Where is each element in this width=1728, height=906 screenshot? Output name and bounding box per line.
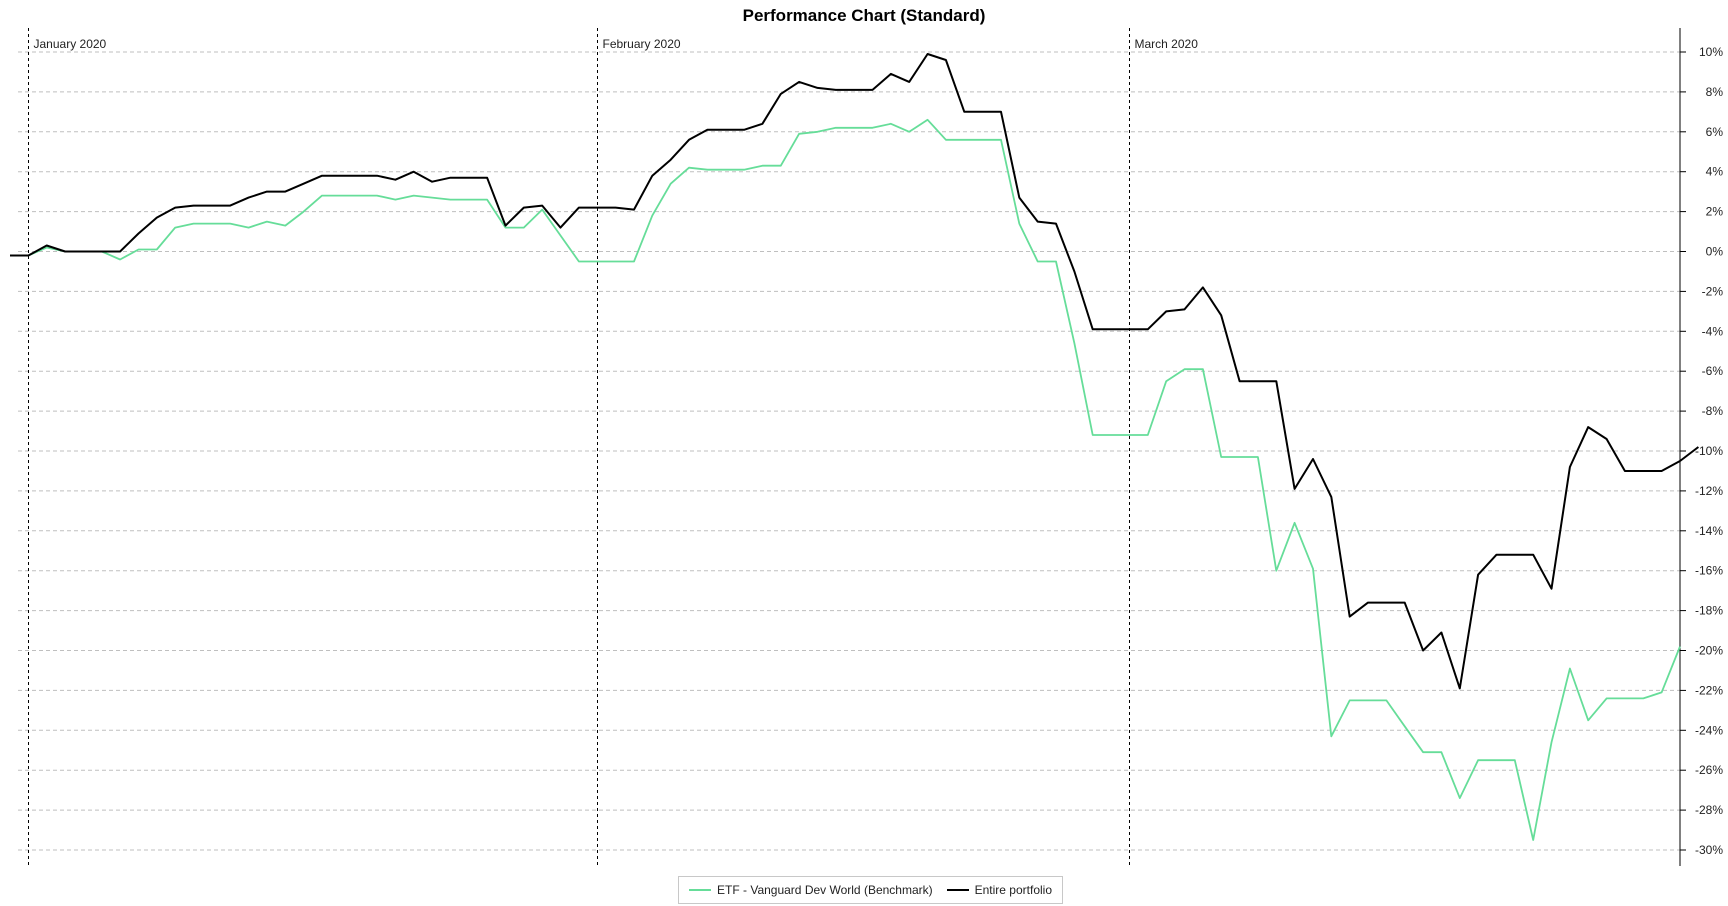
month-label: March 2020 (1135, 37, 1199, 51)
y-tick-label: -14% (1695, 524, 1723, 538)
y-tick-label: -6% (1702, 364, 1724, 378)
legend: ETF - Vanguard Dev World (Benchmark) Ent… (678, 876, 1063, 904)
y-tick-label: -10% (1695, 444, 1723, 458)
y-axis: 10% 8% 6% 4% 2% 0% -2% -4% -6% -8% -10% -12% -14% -16… (1679, 28, 1724, 866)
y-tick-label: -12% (1695, 484, 1723, 498)
y-tick-label: -26% (1695, 763, 1723, 777)
series-line-benchmark (10, 118, 1681, 841)
series-line-portfolio (10, 53, 1700, 690)
y-tick-label: -4% (1702, 324, 1724, 338)
month-marker-layer: January 2020 February 2020 March 2020 (28, 28, 1199, 866)
y-tick-label: 6% (1706, 125, 1724, 139)
legend-item-portfolio[interactable]: Entire portfolio (946, 883, 1052, 897)
y-tick-label: -30% (1695, 843, 1723, 857)
legend-label-benchmark: ETF - Vanguard Dev World (Benchmark) (717, 883, 933, 897)
month-label: January 2020 (34, 37, 107, 51)
y-tick-label: -20% (1695, 644, 1723, 658)
y-tick-label: 4% (1706, 165, 1724, 179)
y-tick-label: 10% (1699, 45, 1723, 59)
y-tick-label: 2% (1706, 205, 1724, 219)
series-layer (10, 53, 1700, 841)
y-tick-label: -22% (1695, 683, 1723, 697)
y-tick-label: -2% (1702, 284, 1724, 298)
legend-swatch-portfolio (946, 889, 969, 891)
y-tick-label: 8% (1706, 85, 1724, 99)
y-tick-label: -16% (1695, 564, 1723, 578)
y-tick-label: 0% (1706, 245, 1724, 259)
legend-item-benchmark[interactable]: ETF - Vanguard Dev World (Benchmark) (689, 883, 933, 897)
month-label: February 2020 (603, 37, 681, 51)
y-tick-label: -28% (1695, 803, 1723, 817)
legend-label-portfolio: Entire portfolio (974, 883, 1052, 897)
legend-swatch-benchmark (689, 889, 711, 891)
chart-title: Performance Chart (Standard) (742, 6, 986, 25)
grid-layer (18, 51, 1680, 851)
y-tick-label: -8% (1702, 404, 1724, 418)
y-tick-label: -18% (1695, 604, 1723, 618)
y-tick-label: -24% (1695, 723, 1723, 737)
